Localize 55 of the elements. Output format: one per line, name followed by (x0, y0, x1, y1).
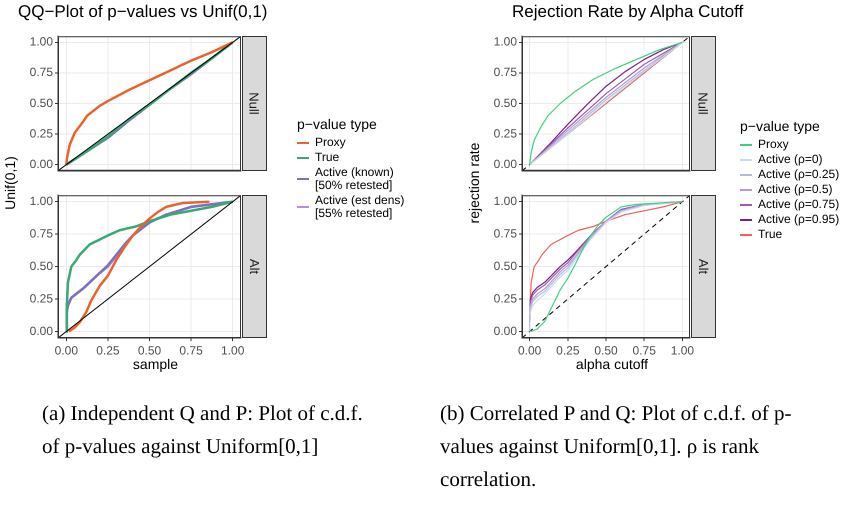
legend-label: True (758, 227, 782, 241)
y-axis-title: Unif(0,1) (2, 155, 18, 212)
x-tick-label: 0.75 (179, 344, 204, 358)
y-tick-label: 0.25 (30, 126, 54, 140)
y-tick-label: 1.00 (494, 34, 518, 49)
x-axis-title: alpha cutoff (574, 356, 650, 372)
chart-title: Rejection Rate by Alpha Cutoff (512, 2, 744, 22)
x-tick-label: 0.25 (556, 344, 580, 358)
legend-label: Active (ρ=0) (758, 152, 823, 166)
x-tick-label: 1.00 (670, 344, 694, 358)
y-tick-label: 0.75 (30, 226, 54, 240)
text: (a) Independent Q and P: Plot of c.d.f. of p-values against Uniform[0,1] (42, 400, 364, 460)
legend-label: Proxy (758, 137, 789, 151)
y-tick-label: 0.25 (30, 291, 54, 306)
y-tick-label: 0.00 (30, 324, 54, 338)
legend-label: Active (known) [50% retested] (315, 165, 394, 192)
x-tick-label: 0.50 (138, 344, 162, 358)
y-tick-label: 1.00 (494, 194, 518, 208)
legend-label: True (315, 150, 340, 164)
text: Alt (696, 258, 711, 274)
text: Alt (246, 258, 262, 274)
legend-title: p−value type (297, 116, 378, 132)
x-tick-label: 0.75 (632, 344, 656, 358)
legend-label: Active (ρ=0.25) (758, 167, 840, 181)
y-tick-label: 0.50 (30, 258, 54, 273)
legend-label: Active (ρ=0.5) (758, 182, 833, 196)
y-tick-label: 0.75 (30, 65, 54, 80)
x-tick-label: 0.00 (54, 344, 78, 358)
y-tick-label: 0.50 (30, 96, 54, 110)
x-axis-title: sample (132, 356, 180, 372)
x-tick-label: 0.00 (518, 344, 542, 358)
y-tick-label: 0.75 (494, 226, 518, 240)
text: Null (247, 92, 262, 115)
legend-title: p−value type (740, 118, 821, 134)
legend-label: Active (ρ=0.75) (758, 197, 840, 211)
text: Null (696, 92, 711, 115)
text: (b) Correlated P and Q: Plot of c.d.f. of p-values against Uniform[0,1]. ρ is rank correlation. (440, 400, 792, 493)
y-tick-label: 1.00 (30, 194, 54, 208)
y-tick-label: 0.00 (494, 324, 518, 338)
y-axis-title: rejection rate (466, 142, 482, 226)
x-tick-label: 0.25 (96, 344, 120, 358)
y-tick-label: 0.25 (494, 291, 518, 306)
y-tick-label: 0.50 (494, 258, 518, 273)
y-tick-label: 0.75 (494, 65, 518, 80)
legend-label: Active (est dens) [55% retested] (315, 193, 404, 220)
legend-label: Active (ρ=0.95) (758, 212, 840, 226)
y-tick-label: 0.00 (30, 156, 54, 171)
legend-label: Proxy (315, 135, 346, 149)
x-tick-label: 1.00 (221, 344, 245, 358)
y-tick-label: 1.00 (30, 34, 54, 49)
y-tick-label: 0.25 (494, 126, 518, 140)
y-tick-label: 0.50 (494, 96, 518, 110)
y-tick-label: 0.00 (494, 156, 518, 171)
chart-title: QQ−Plot of p−values vs Unif(0,1) (18, 2, 268, 22)
x-tick-label: 0.50 (594, 344, 618, 358)
